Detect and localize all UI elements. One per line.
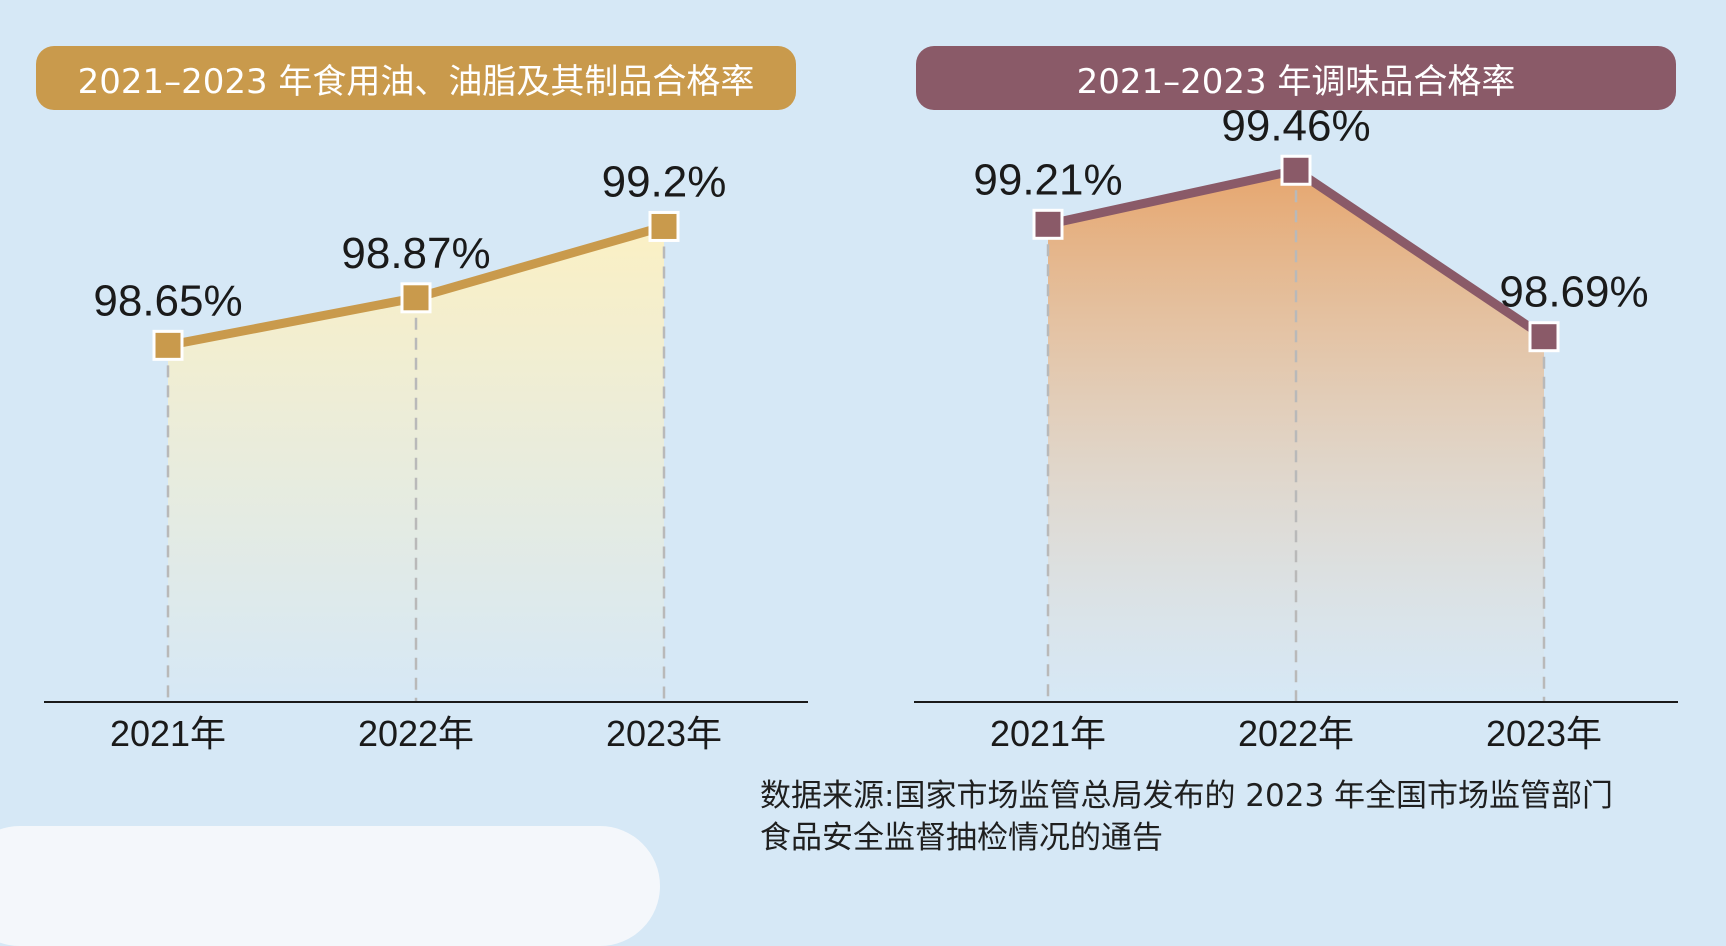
right-chart-title: 2021–2023 年调味品合格率 bbox=[916, 46, 1676, 110]
data-source-line-2: 食品安全监督抽检情况的通告 bbox=[760, 820, 1163, 856]
right-x-tick-label-2: 2022年 bbox=[1238, 713, 1354, 754]
right-data-point-2 bbox=[1280, 154, 1312, 186]
left-x-tick-label-3: 2023年 bbox=[606, 713, 722, 754]
left-data-point-3 bbox=[648, 210, 680, 242]
left-chart-title: 2021–2023 年食用油、油脂及其制品合格率 bbox=[36, 46, 796, 110]
left-value-label-2: 98.87% bbox=[341, 229, 490, 278]
right-data-point-3 bbox=[1528, 321, 1560, 353]
left-data-point-2 bbox=[400, 282, 432, 314]
right-x-tick-label-1: 2021年 bbox=[990, 713, 1106, 754]
data-source-line-1: 数据来源:国家市场监管总局发布的 2023 年全国市场监管部门 bbox=[760, 778, 1614, 814]
charts-canvas: 98.65% 98.87% 99.2% 2021年 2022年 2023年 99.21% 99… bbox=[44, 101, 1678, 754]
right-value-label-3: 98.69% bbox=[1499, 268, 1648, 317]
right-x-tick-label-3: 2023年 bbox=[1486, 713, 1602, 754]
left-x-tick-label-1: 2021年 bbox=[110, 713, 226, 754]
right-value-label-2: 99.46% bbox=[1221, 101, 1370, 150]
left-value-label-1: 98.65% bbox=[93, 276, 242, 325]
left-data-point-1 bbox=[152, 329, 184, 361]
right-value-label-1: 99.21% bbox=[973, 155, 1122, 204]
right-data-point-1 bbox=[1032, 208, 1064, 240]
left-x-tick-label-2: 2022年 bbox=[358, 713, 474, 754]
left-value-label-3: 99.2% bbox=[602, 157, 727, 206]
